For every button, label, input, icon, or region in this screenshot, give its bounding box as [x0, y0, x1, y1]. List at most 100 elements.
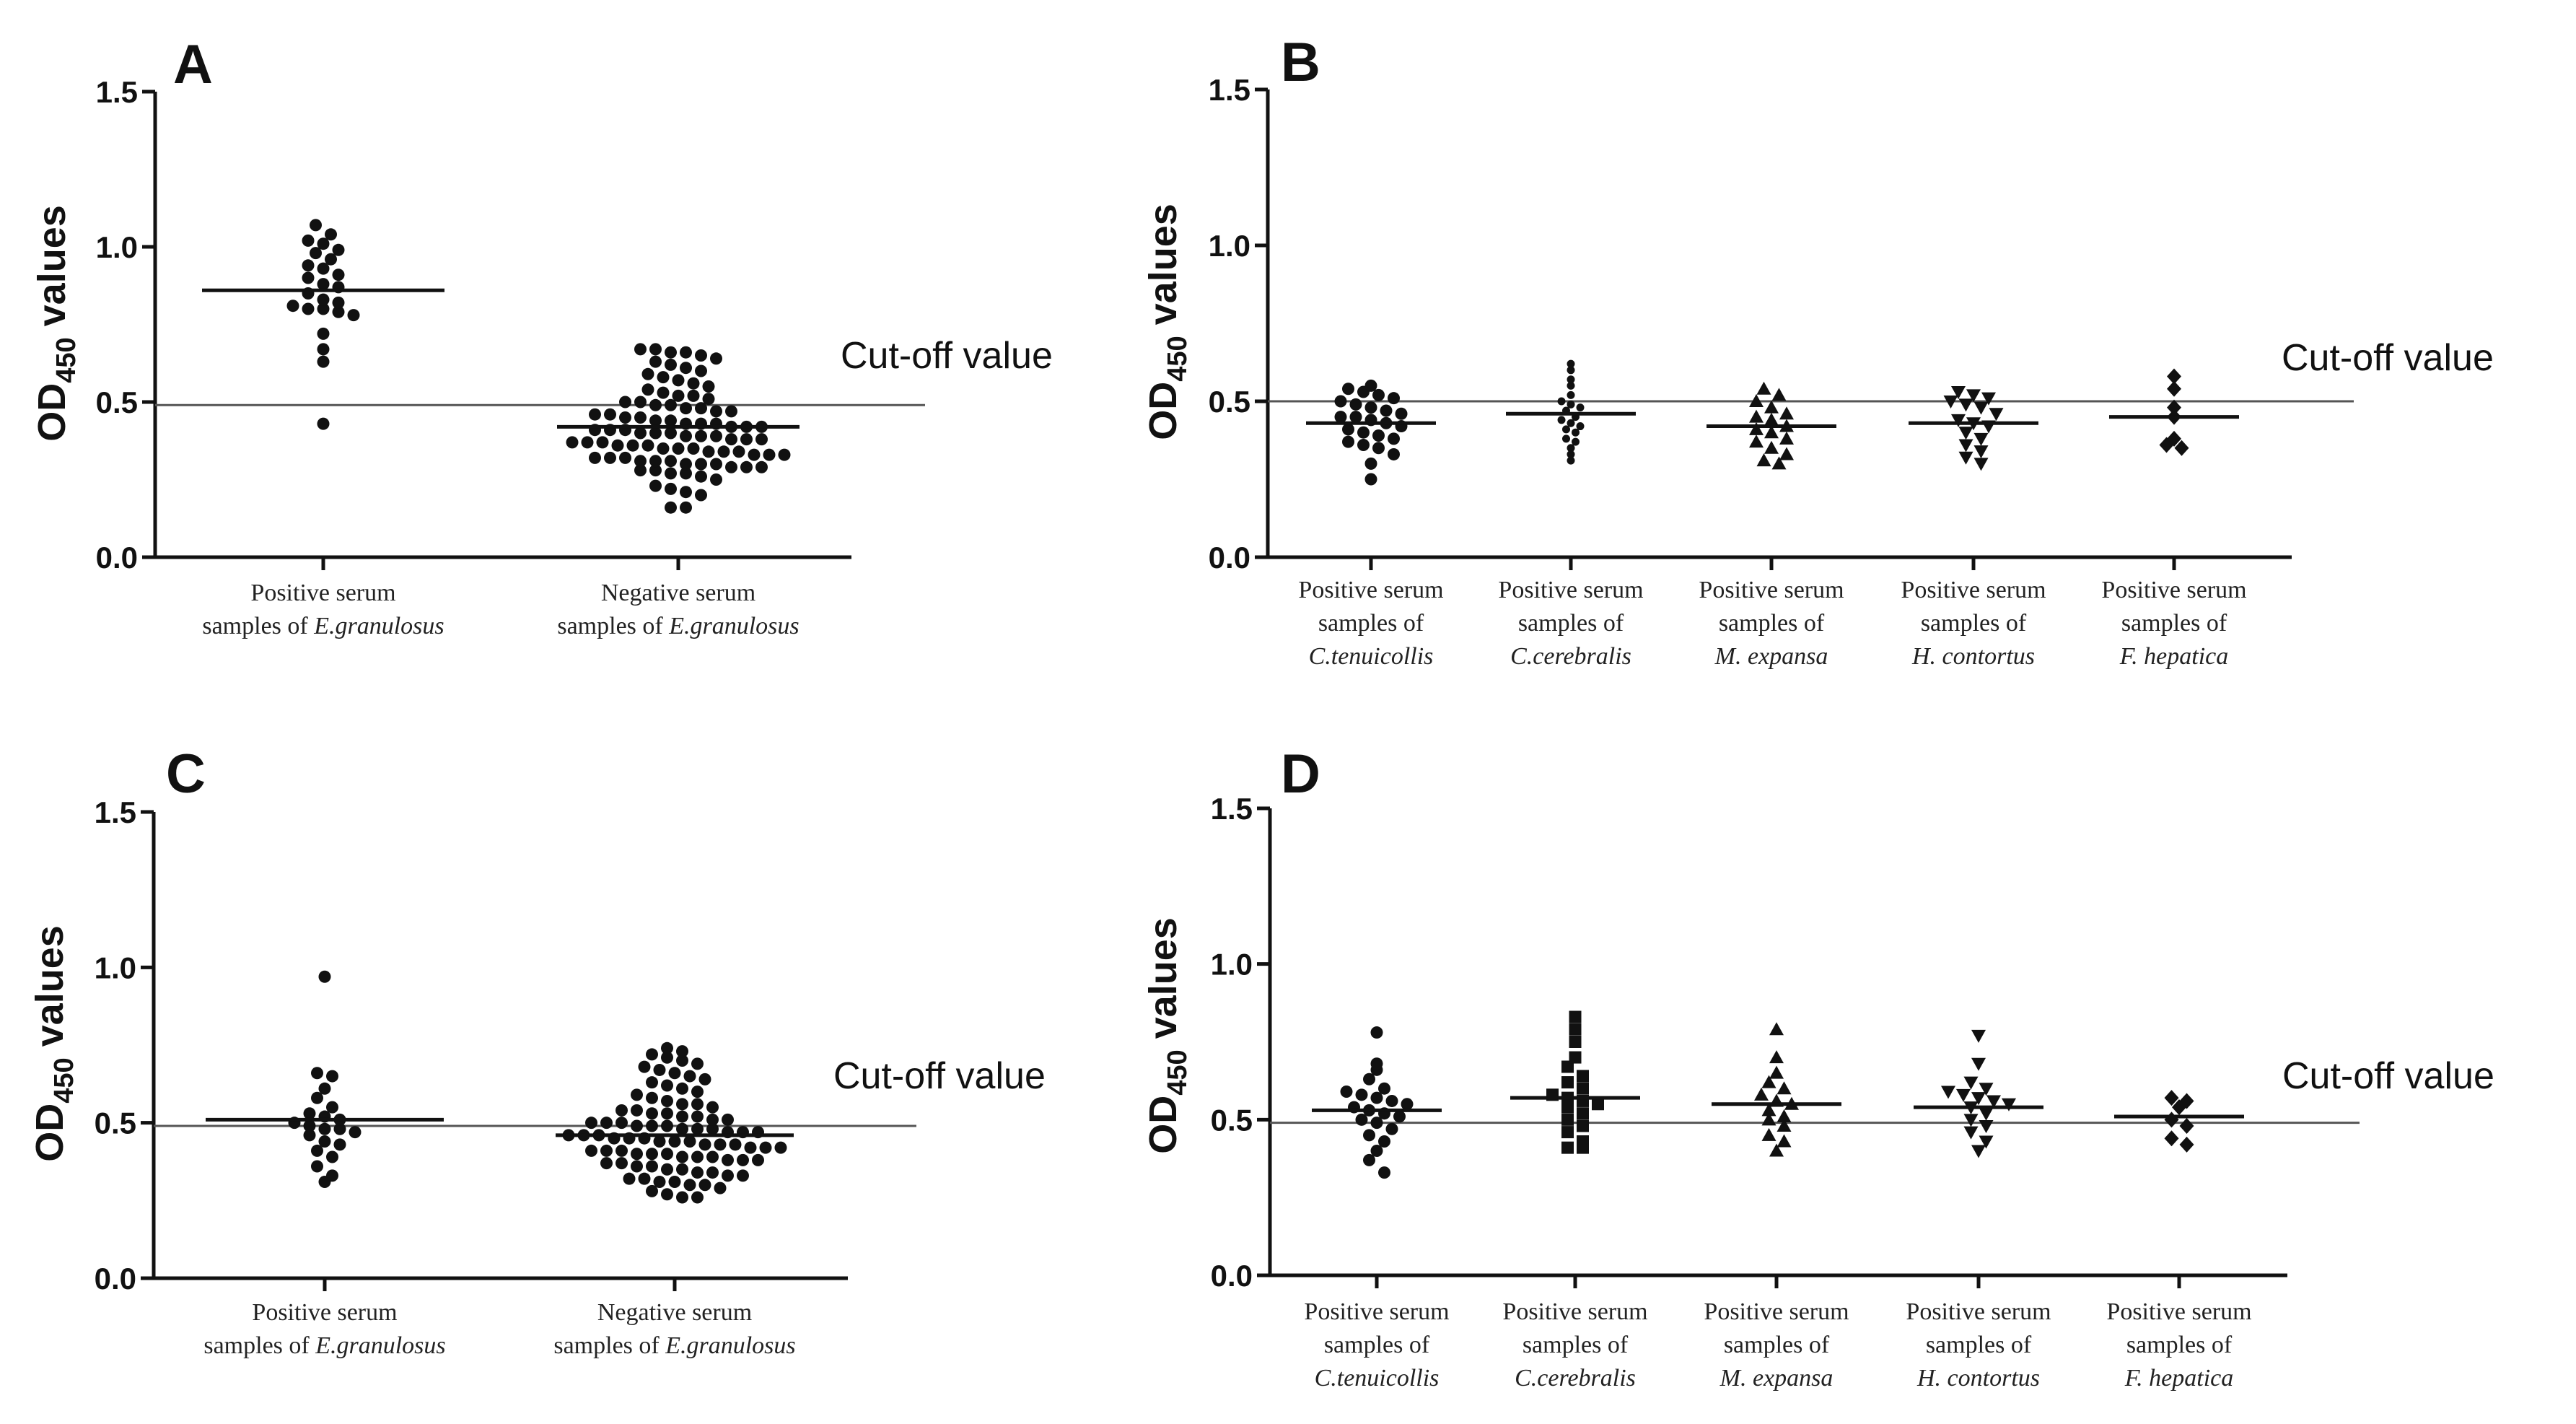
data-point	[311, 1067, 323, 1080]
y-axis-title: OD450 values	[30, 205, 82, 442]
data-point	[1769, 1050, 1784, 1064]
data-point	[600, 1117, 613, 1130]
data-point	[691, 1098, 704, 1111]
data-point	[615, 1104, 628, 1117]
x-category-label: C.cerebralis	[1515, 1365, 1636, 1392]
data-point	[665, 346, 677, 359]
data-point	[714, 1181, 727, 1194]
data-point	[1385, 1094, 1398, 1107]
data-point	[657, 386, 670, 399]
data-point	[566, 436, 579, 449]
data-point	[1393, 1110, 1406, 1123]
data-point	[1756, 453, 1771, 467]
data-point	[332, 268, 345, 281]
data-point	[691, 1166, 704, 1179]
x-category-label: samples of	[1324, 1332, 1430, 1358]
data-point	[683, 1135, 696, 1148]
data-point	[615, 1144, 628, 1157]
data-point	[1561, 1141, 1574, 1154]
data-point	[661, 1041, 673, 1054]
data-point	[649, 398, 662, 411]
data-point	[737, 1169, 749, 1182]
data-point	[2167, 368, 2181, 385]
data-point	[332, 305, 345, 318]
x-category-label: samples of	[1518, 610, 1624, 637]
data-point	[698, 1138, 711, 1151]
data-point	[1364, 473, 1377, 486]
data-point	[649, 479, 662, 492]
data-point	[1777, 1118, 1792, 1132]
data-point	[1357, 426, 1370, 439]
data-point	[641, 383, 654, 396]
data-point	[2167, 430, 2181, 447]
x-category-label: Negative serum	[597, 1299, 752, 1326]
data-point	[1363, 1073, 1375, 1086]
data-point	[691, 1191, 704, 1204]
y-tick-label: 0.0	[96, 541, 138, 575]
data-point	[661, 1107, 673, 1120]
data-point	[1577, 1135, 1589, 1148]
data-point	[668, 1135, 681, 1148]
data-point	[676, 1122, 688, 1135]
y-tick-label: 0.0	[1211, 1259, 1253, 1293]
data-point	[676, 1150, 688, 1163]
data-point	[646, 1119, 658, 1132]
data-point	[683, 1179, 696, 1192]
data-point	[646, 1091, 658, 1104]
data-point	[1986, 1095, 2001, 1109]
data-point	[1971, 1057, 1986, 1071]
x-category-label: H. contortus	[1916, 1365, 2040, 1392]
data-point	[303, 1107, 316, 1120]
data-point	[1764, 400, 1779, 414]
x-category-label: Positive serum	[1901, 577, 2046, 603]
data-point	[672, 389, 685, 402]
data-point	[326, 1150, 338, 1163]
y-tick-label: 0.5	[1209, 385, 1250, 419]
data-point	[1372, 388, 1385, 401]
data-point	[2179, 1136, 2194, 1153]
y-tick-label: 0.0	[95, 1262, 136, 1296]
data-point	[318, 1122, 331, 1135]
data-point	[1943, 396, 1958, 409]
data-point	[1342, 383, 1354, 396]
data-point	[634, 455, 647, 468]
data-point	[763, 448, 776, 461]
data-point	[687, 389, 700, 402]
data-point	[646, 1048, 658, 1061]
data-point	[1764, 440, 1779, 454]
data-point	[1963, 1076, 1979, 1090]
data-point	[317, 302, 330, 315]
data-point	[311, 1091, 323, 1104]
data-point	[1572, 437, 1580, 446]
data-point	[680, 467, 692, 480]
data-point	[702, 393, 715, 406]
data-point	[691, 1057, 704, 1070]
data-point	[1777, 1081, 1792, 1095]
data-point	[778, 448, 791, 461]
data-point	[619, 396, 631, 409]
data-point	[1979, 1135, 1994, 1149]
data-point	[310, 247, 322, 260]
data-point	[665, 455, 677, 468]
data-point	[638, 1060, 651, 1073]
data-point	[1577, 1070, 1589, 1083]
data-point	[1973, 401, 1989, 415]
data-point	[1761, 1127, 1777, 1141]
data-point	[317, 327, 330, 340]
data-point	[732, 445, 745, 458]
data-point	[1388, 432, 1400, 445]
data-point	[634, 427, 647, 440]
data-point	[661, 1188, 673, 1201]
data-point	[1771, 388, 1787, 401]
data-point	[1567, 444, 1575, 453]
data-point	[302, 259, 315, 272]
data-point	[698, 1179, 711, 1192]
data-point	[1370, 1026, 1383, 1039]
data-point	[653, 1135, 666, 1148]
y-tick-label: 1.0	[95, 951, 136, 984]
data-point	[1370, 1117, 1383, 1130]
data-point	[665, 358, 677, 371]
data-point	[680, 346, 692, 359]
data-point	[317, 237, 330, 250]
data-point	[691, 1086, 704, 1098]
